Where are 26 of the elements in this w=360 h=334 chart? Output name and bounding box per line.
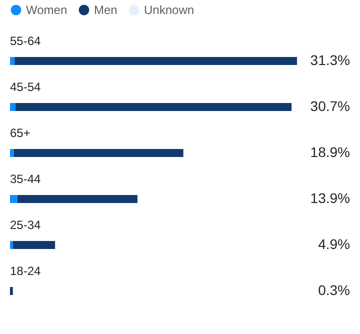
- legend-label: Women: [26, 3, 68, 17]
- y-tick-label: 45-54: [10, 80, 42, 94]
- text: 18.9%: [310, 144, 350, 160]
- text: 4.9%: [318, 236, 350, 252]
- text: 31.3%: [310, 52, 350, 68]
- bar: [10, 241, 13, 249]
- bar: [10, 103, 16, 111]
- bar: [14, 149, 184, 157]
- bar: [10, 195, 18, 203]
- text: 13.9%: [310, 190, 350, 206]
- legend-label: Unknown: [144, 3, 194, 17]
- y-tick-label: 65+: [10, 126, 30, 140]
- y-tick-label: 18-24: [10, 264, 42, 278]
- bar: [15, 103, 292, 111]
- y-tick-label: 25-34: [10, 218, 42, 232]
- bar: [14, 57, 297, 65]
- y-tick-label: 35-44: [10, 172, 42, 186]
- bar: [17, 195, 138, 203]
- text: 0.3%: [318, 282, 350, 298]
- bar: [10, 57, 15, 65]
- y-tick-label: 55-64: [10, 34, 42, 48]
- text: 30.7%: [310, 98, 350, 114]
- bar: [10, 149, 14, 157]
- bar: [10, 287, 13, 295]
- legend-label: Men: [94, 3, 118, 17]
- bar: [12, 241, 56, 249]
